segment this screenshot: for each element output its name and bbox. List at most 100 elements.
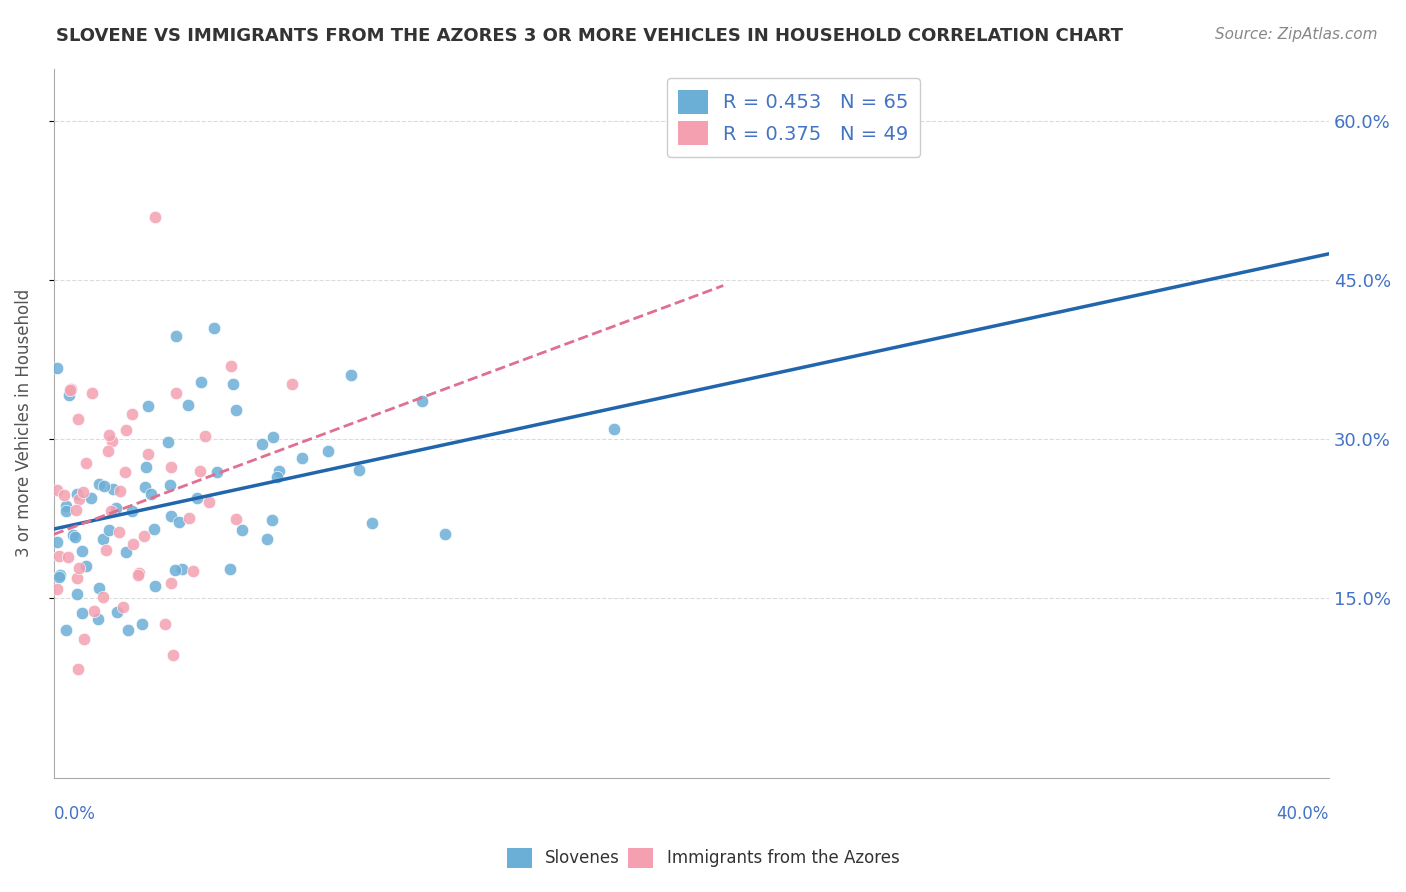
Point bbox=[219, 359, 242, 373]
Point bbox=[101, 434, 124, 448]
Text: Source: ZipAtlas.com: Source: ZipAtlas.com bbox=[1215, 27, 1378, 42]
Point bbox=[347, 463, 370, 477]
Point bbox=[46, 483, 69, 497]
Point bbox=[55, 499, 77, 513]
Point bbox=[160, 460, 183, 475]
Point bbox=[177, 398, 200, 412]
Point bbox=[142, 522, 165, 536]
Point bbox=[56, 550, 79, 565]
Point bbox=[433, 527, 456, 541]
Point bbox=[159, 478, 181, 492]
Point bbox=[153, 617, 176, 632]
Text: 40.0%: 40.0% bbox=[1277, 805, 1329, 823]
Point bbox=[104, 501, 127, 516]
Point bbox=[266, 470, 288, 484]
Point bbox=[89, 476, 111, 491]
Point bbox=[67, 561, 90, 575]
Point bbox=[170, 562, 193, 576]
Point bbox=[94, 543, 117, 558]
Point bbox=[205, 465, 228, 479]
Text: 0.0%: 0.0% bbox=[53, 805, 96, 823]
Point bbox=[190, 376, 212, 390]
Point bbox=[160, 576, 183, 591]
Point bbox=[108, 484, 131, 499]
Point bbox=[105, 605, 128, 619]
Point bbox=[58, 383, 80, 397]
Point bbox=[231, 523, 253, 537]
Point bbox=[143, 210, 166, 224]
Point bbox=[143, 579, 166, 593]
Point bbox=[97, 443, 120, 458]
Point bbox=[267, 464, 290, 478]
Point bbox=[603, 422, 626, 436]
Point bbox=[131, 617, 153, 632]
Point bbox=[75, 558, 97, 573]
Point bbox=[141, 487, 163, 501]
Point bbox=[225, 403, 247, 417]
Point bbox=[70, 606, 93, 620]
Point bbox=[60, 382, 83, 396]
Point bbox=[165, 385, 187, 400]
Point bbox=[219, 562, 242, 576]
Point bbox=[75, 456, 97, 470]
Point bbox=[134, 480, 156, 494]
Point bbox=[62, 528, 84, 542]
Point bbox=[114, 465, 136, 479]
Point bbox=[252, 436, 274, 450]
Point bbox=[136, 447, 159, 461]
Point bbox=[46, 535, 69, 549]
Point bbox=[340, 368, 363, 383]
Point bbox=[162, 648, 184, 662]
Point bbox=[361, 516, 384, 531]
Point bbox=[70, 543, 93, 558]
Point bbox=[65, 502, 87, 516]
Point bbox=[67, 491, 90, 506]
Point bbox=[225, 512, 247, 526]
Point bbox=[127, 567, 149, 582]
Point bbox=[55, 623, 77, 637]
Point bbox=[160, 508, 183, 523]
Point bbox=[91, 590, 114, 604]
Point bbox=[411, 394, 433, 409]
Point bbox=[112, 599, 135, 614]
Point bbox=[163, 563, 186, 577]
Point bbox=[97, 428, 120, 442]
Point bbox=[262, 430, 284, 444]
Point bbox=[194, 429, 217, 443]
Point bbox=[122, 537, 145, 551]
Point bbox=[52, 488, 75, 502]
Point bbox=[87, 611, 110, 625]
Y-axis label: 3 or more Vehicles in Household: 3 or more Vehicles in Household bbox=[15, 289, 32, 558]
Point bbox=[181, 564, 204, 578]
Point bbox=[87, 581, 110, 595]
Point bbox=[136, 399, 159, 413]
Point bbox=[80, 385, 103, 400]
Point bbox=[66, 661, 89, 675]
Point bbox=[63, 530, 86, 544]
Point bbox=[49, 568, 72, 582]
Point bbox=[72, 484, 94, 499]
Point bbox=[121, 504, 143, 518]
Point bbox=[281, 377, 304, 392]
Point bbox=[83, 604, 105, 618]
Point bbox=[46, 582, 69, 596]
Point bbox=[135, 460, 157, 475]
Point bbox=[93, 479, 115, 493]
Point bbox=[48, 549, 70, 563]
Point bbox=[91, 532, 114, 546]
Point bbox=[260, 513, 283, 527]
Point bbox=[121, 407, 143, 421]
Point bbox=[318, 443, 340, 458]
Point bbox=[103, 482, 125, 496]
Point bbox=[169, 515, 191, 529]
Point bbox=[115, 423, 138, 437]
Point bbox=[80, 491, 103, 505]
Point bbox=[222, 377, 245, 392]
Point bbox=[256, 533, 278, 547]
Point bbox=[115, 545, 138, 559]
Point bbox=[67, 411, 90, 425]
Point bbox=[48, 570, 70, 584]
Point bbox=[188, 464, 211, 478]
Point bbox=[107, 524, 129, 539]
Legend: R = 0.453   N = 65, R = 0.375   N = 49: R = 0.453 N = 65, R = 0.375 N = 49 bbox=[666, 78, 920, 157]
